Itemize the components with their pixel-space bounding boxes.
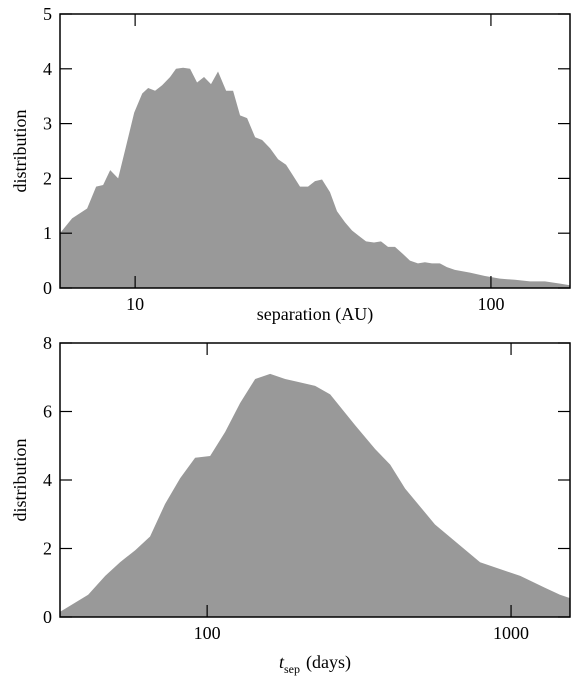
y-axis-label: distribution xyxy=(10,109,30,192)
area xyxy=(60,67,570,288)
x-axis-label-sub: sep xyxy=(284,662,300,676)
x-axis-label: tsep (days) xyxy=(279,652,351,676)
x-tick-label: 100 xyxy=(194,623,221,643)
y-tick-label: 8 xyxy=(43,333,52,353)
y-tick-label: 3 xyxy=(43,114,52,134)
y-tick-label: 5 xyxy=(43,4,52,24)
x-tick-label: 100 xyxy=(477,294,504,314)
x-axis-label-main: t xyxy=(279,652,285,672)
x-axis-label-unit: (days) xyxy=(306,652,351,673)
area xyxy=(60,373,570,617)
y-axis-label: distribution xyxy=(10,438,30,521)
y-tick-label: 4 xyxy=(43,470,52,490)
x-axis-label: separation (AU) xyxy=(257,304,373,325)
y-tick-label: 0 xyxy=(43,278,52,298)
y-tick-label: 2 xyxy=(43,539,52,559)
plot-frame xyxy=(59,13,571,289)
y-tick-label: 1 xyxy=(43,223,52,243)
x-tick-label: 1000 xyxy=(493,623,529,643)
x-tick-label: 10 xyxy=(126,294,144,314)
y-tick-label: 6 xyxy=(43,402,52,422)
x-axis-label-main: separation (AU) xyxy=(257,304,373,325)
y-tick-label: 2 xyxy=(43,168,52,188)
y-tick-label: 0 xyxy=(43,607,52,627)
y-tick-label: 4 xyxy=(43,59,52,79)
